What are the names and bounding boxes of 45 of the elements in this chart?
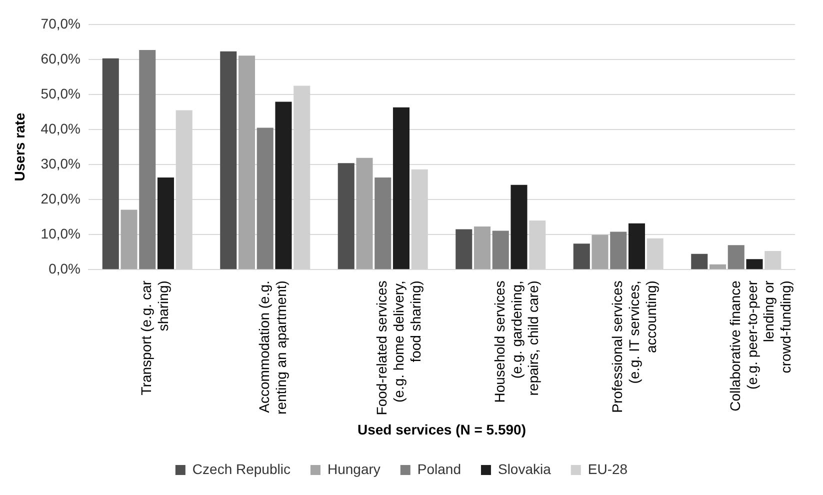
y-tick-label: 50,0% <box>40 85 80 102</box>
y-tick-label: 30,0% <box>40 155 80 172</box>
x-tick-label: Professional services (e.g. IT services, accounting) <box>609 280 659 413</box>
y-tick-label: 20,0% <box>40 190 80 206</box>
bar <box>275 102 292 270</box>
bar <box>238 56 256 270</box>
x-tick-label: Transport (e.g. car sharing) <box>138 280 172 396</box>
y-tick-label: 40,0% <box>40 120 80 136</box>
y-tick-label: 0,0% <box>48 260 80 276</box>
y-tick-label: 10,0% <box>40 225 80 242</box>
bar <box>746 259 763 270</box>
bar <box>474 226 491 270</box>
y-axis-title: Users rate <box>11 112 28 182</box>
bar <box>374 177 392 270</box>
y-tick-label: 60,0% <box>40 50 80 66</box>
bar <box>220 51 237 270</box>
bar <box>709 264 726 270</box>
x-tick-label: Household services (e.g. gardening, repairs, child care) <box>491 280 542 403</box>
y-tick-label: 70,0% <box>40 15 80 32</box>
bar <box>610 232 627 270</box>
bar <box>628 223 646 270</box>
legend-label: Czech Republic <box>192 460 290 477</box>
x-tick-label: Collaborative finance (e.g. peer-to-peer lending or crowd-funding) <box>726 280 794 412</box>
bar <box>338 163 354 270</box>
bar <box>510 184 528 270</box>
x-tick-label: Food-related services (e.g. home delivery, food sharing) <box>374 280 424 416</box>
bar <box>691 254 708 270</box>
legend-label: Poland <box>417 460 461 477</box>
bar <box>120 210 138 270</box>
bar <box>157 177 174 270</box>
bar <box>102 58 119 270</box>
legend-label: Slovakia <box>498 460 552 477</box>
bar <box>573 244 590 270</box>
bar <box>139 50 156 270</box>
bar <box>392 107 410 270</box>
bar <box>356 158 373 270</box>
bar <box>456 229 472 270</box>
x-axis-title: Used services (N = 5.590) <box>358 421 526 438</box>
bar <box>492 230 509 270</box>
bar <box>728 245 744 270</box>
legend-label: EU-28 <box>588 460 628 477</box>
bar <box>256 128 274 270</box>
legend-label: Hungary <box>327 460 380 477</box>
x-tick-label: Accommodation (e.g. renting an apartment) <box>256 280 289 414</box>
bar <box>592 234 608 270</box>
